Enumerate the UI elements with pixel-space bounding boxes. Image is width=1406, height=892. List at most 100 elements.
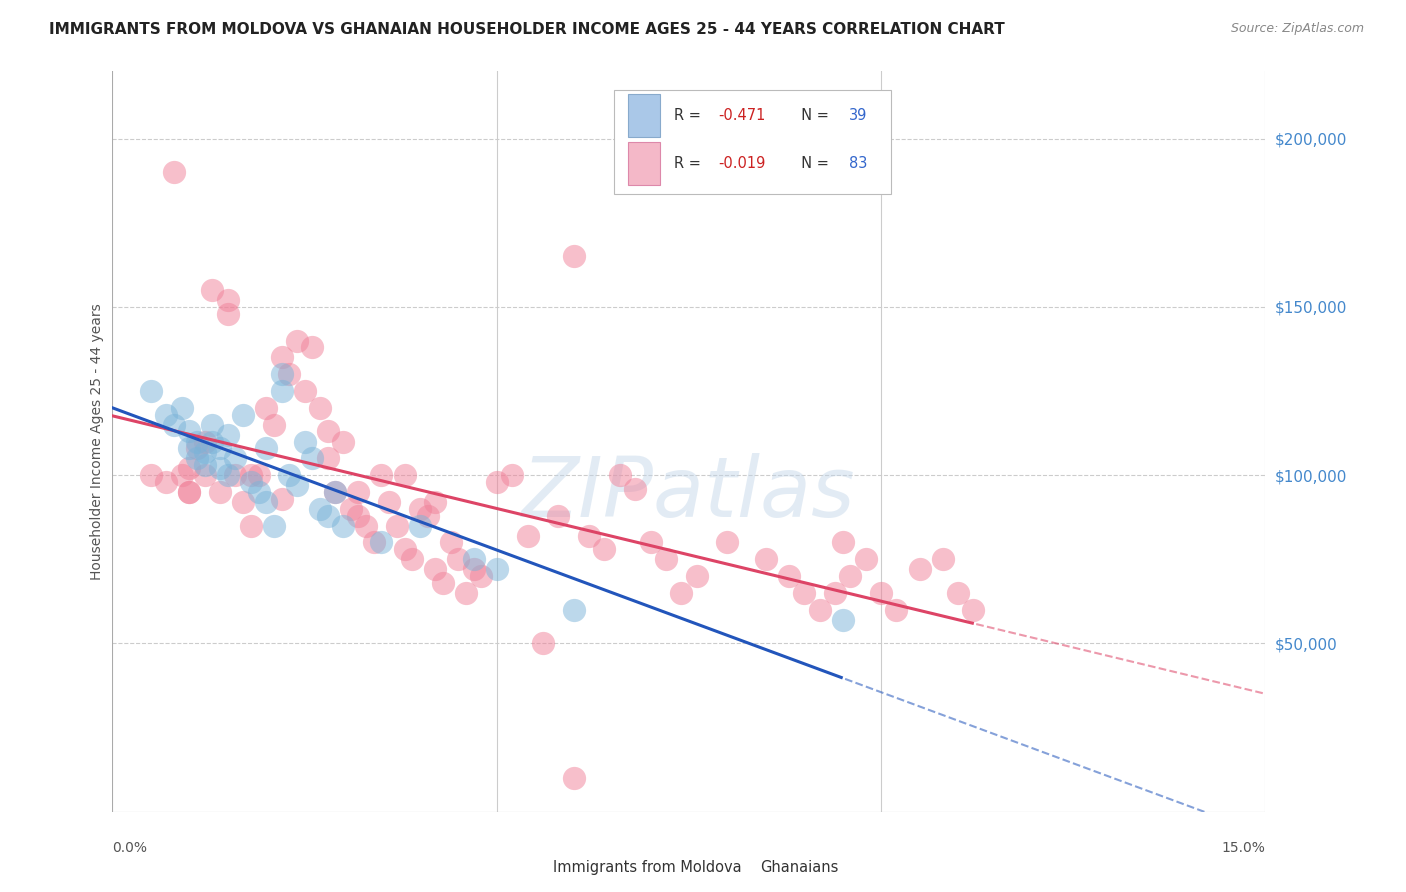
FancyBboxPatch shape [614, 90, 891, 194]
Point [640, 535, 662, 549]
Point [363, 535, 385, 549]
Point [485, 475, 508, 489]
Point [209, 485, 232, 500]
Point [155, 408, 177, 422]
Point [454, 586, 477, 600]
Point [194, 468, 217, 483]
Point [224, 451, 246, 466]
Point [263, 417, 285, 432]
Text: -0.471: -0.471 [718, 108, 765, 123]
Point [432, 575, 454, 590]
Point [793, 586, 815, 600]
Point [671, 586, 693, 600]
Point [179, 485, 201, 500]
Point [485, 562, 508, 576]
Point [354, 518, 377, 533]
Text: Immigrants from Moldova: Immigrants from Moldova [553, 860, 741, 875]
Text: 0.0%: 0.0% [112, 841, 148, 855]
Point [394, 542, 416, 557]
Point [463, 562, 485, 576]
Point [624, 482, 647, 496]
Point [547, 508, 569, 523]
Text: 39: 39 [849, 108, 868, 123]
Point [501, 468, 523, 483]
Point [655, 552, 678, 566]
Point [217, 307, 239, 321]
Text: Source: ZipAtlas.com: Source: ZipAtlas.com [1230, 22, 1364, 36]
Point [278, 368, 301, 382]
Point [831, 535, 853, 549]
Point [425, 495, 447, 509]
Point [394, 468, 416, 483]
Point [201, 283, 224, 297]
Text: R =: R = [673, 108, 706, 123]
Point [217, 468, 239, 483]
Point [179, 485, 201, 500]
Point [562, 250, 585, 264]
Text: ZIPatlas: ZIPatlas [522, 453, 856, 534]
Point [447, 552, 470, 566]
Point [163, 417, 186, 432]
Point [470, 569, 492, 583]
Point [209, 442, 232, 456]
FancyBboxPatch shape [522, 857, 547, 876]
Point [839, 569, 862, 583]
Point [755, 552, 778, 566]
Point [531, 636, 554, 650]
Point [239, 518, 262, 533]
Point [886, 603, 908, 617]
Point [194, 458, 217, 472]
Point [194, 444, 217, 458]
Text: R =: R = [673, 156, 706, 171]
FancyBboxPatch shape [628, 143, 661, 186]
Point [232, 408, 254, 422]
Point [217, 427, 239, 442]
Point [578, 529, 600, 543]
Point [254, 495, 277, 509]
Point [201, 434, 224, 449]
Point [278, 468, 301, 483]
Point [316, 425, 339, 439]
Point [270, 351, 292, 365]
Point [370, 535, 392, 549]
Point [139, 384, 162, 398]
Point [409, 501, 432, 516]
Point [425, 562, 447, 576]
Point [285, 334, 308, 348]
Point [217, 293, 239, 308]
Text: 83: 83 [849, 156, 868, 171]
Text: Ghanaians: Ghanaians [761, 860, 839, 875]
Point [247, 485, 270, 500]
Y-axis label: Householder Income Ages 25 - 44 years: Householder Income Ages 25 - 44 years [90, 303, 104, 580]
Point [186, 442, 208, 456]
Point [155, 475, 177, 489]
Point [931, 552, 953, 566]
FancyBboxPatch shape [730, 857, 755, 876]
Point [309, 501, 332, 516]
Point [347, 508, 370, 523]
Point [946, 586, 969, 600]
Point [170, 401, 193, 415]
Point [562, 603, 585, 617]
Point [232, 495, 254, 509]
Point [179, 442, 201, 456]
Text: -0.019: -0.019 [718, 156, 765, 171]
Point [139, 468, 162, 483]
Point [416, 508, 439, 523]
Point [855, 552, 877, 566]
Point [378, 495, 401, 509]
Text: N =: N = [792, 156, 832, 171]
Point [209, 461, 232, 475]
Point [370, 468, 392, 483]
Point [186, 434, 208, 449]
Point [239, 468, 262, 483]
Point [385, 518, 408, 533]
Point [778, 569, 800, 583]
Point [186, 451, 208, 466]
Point [831, 613, 853, 627]
Point [593, 542, 616, 557]
Point [325, 485, 347, 500]
Text: N =: N = [792, 108, 832, 123]
Point [285, 478, 308, 492]
Point [194, 434, 217, 449]
